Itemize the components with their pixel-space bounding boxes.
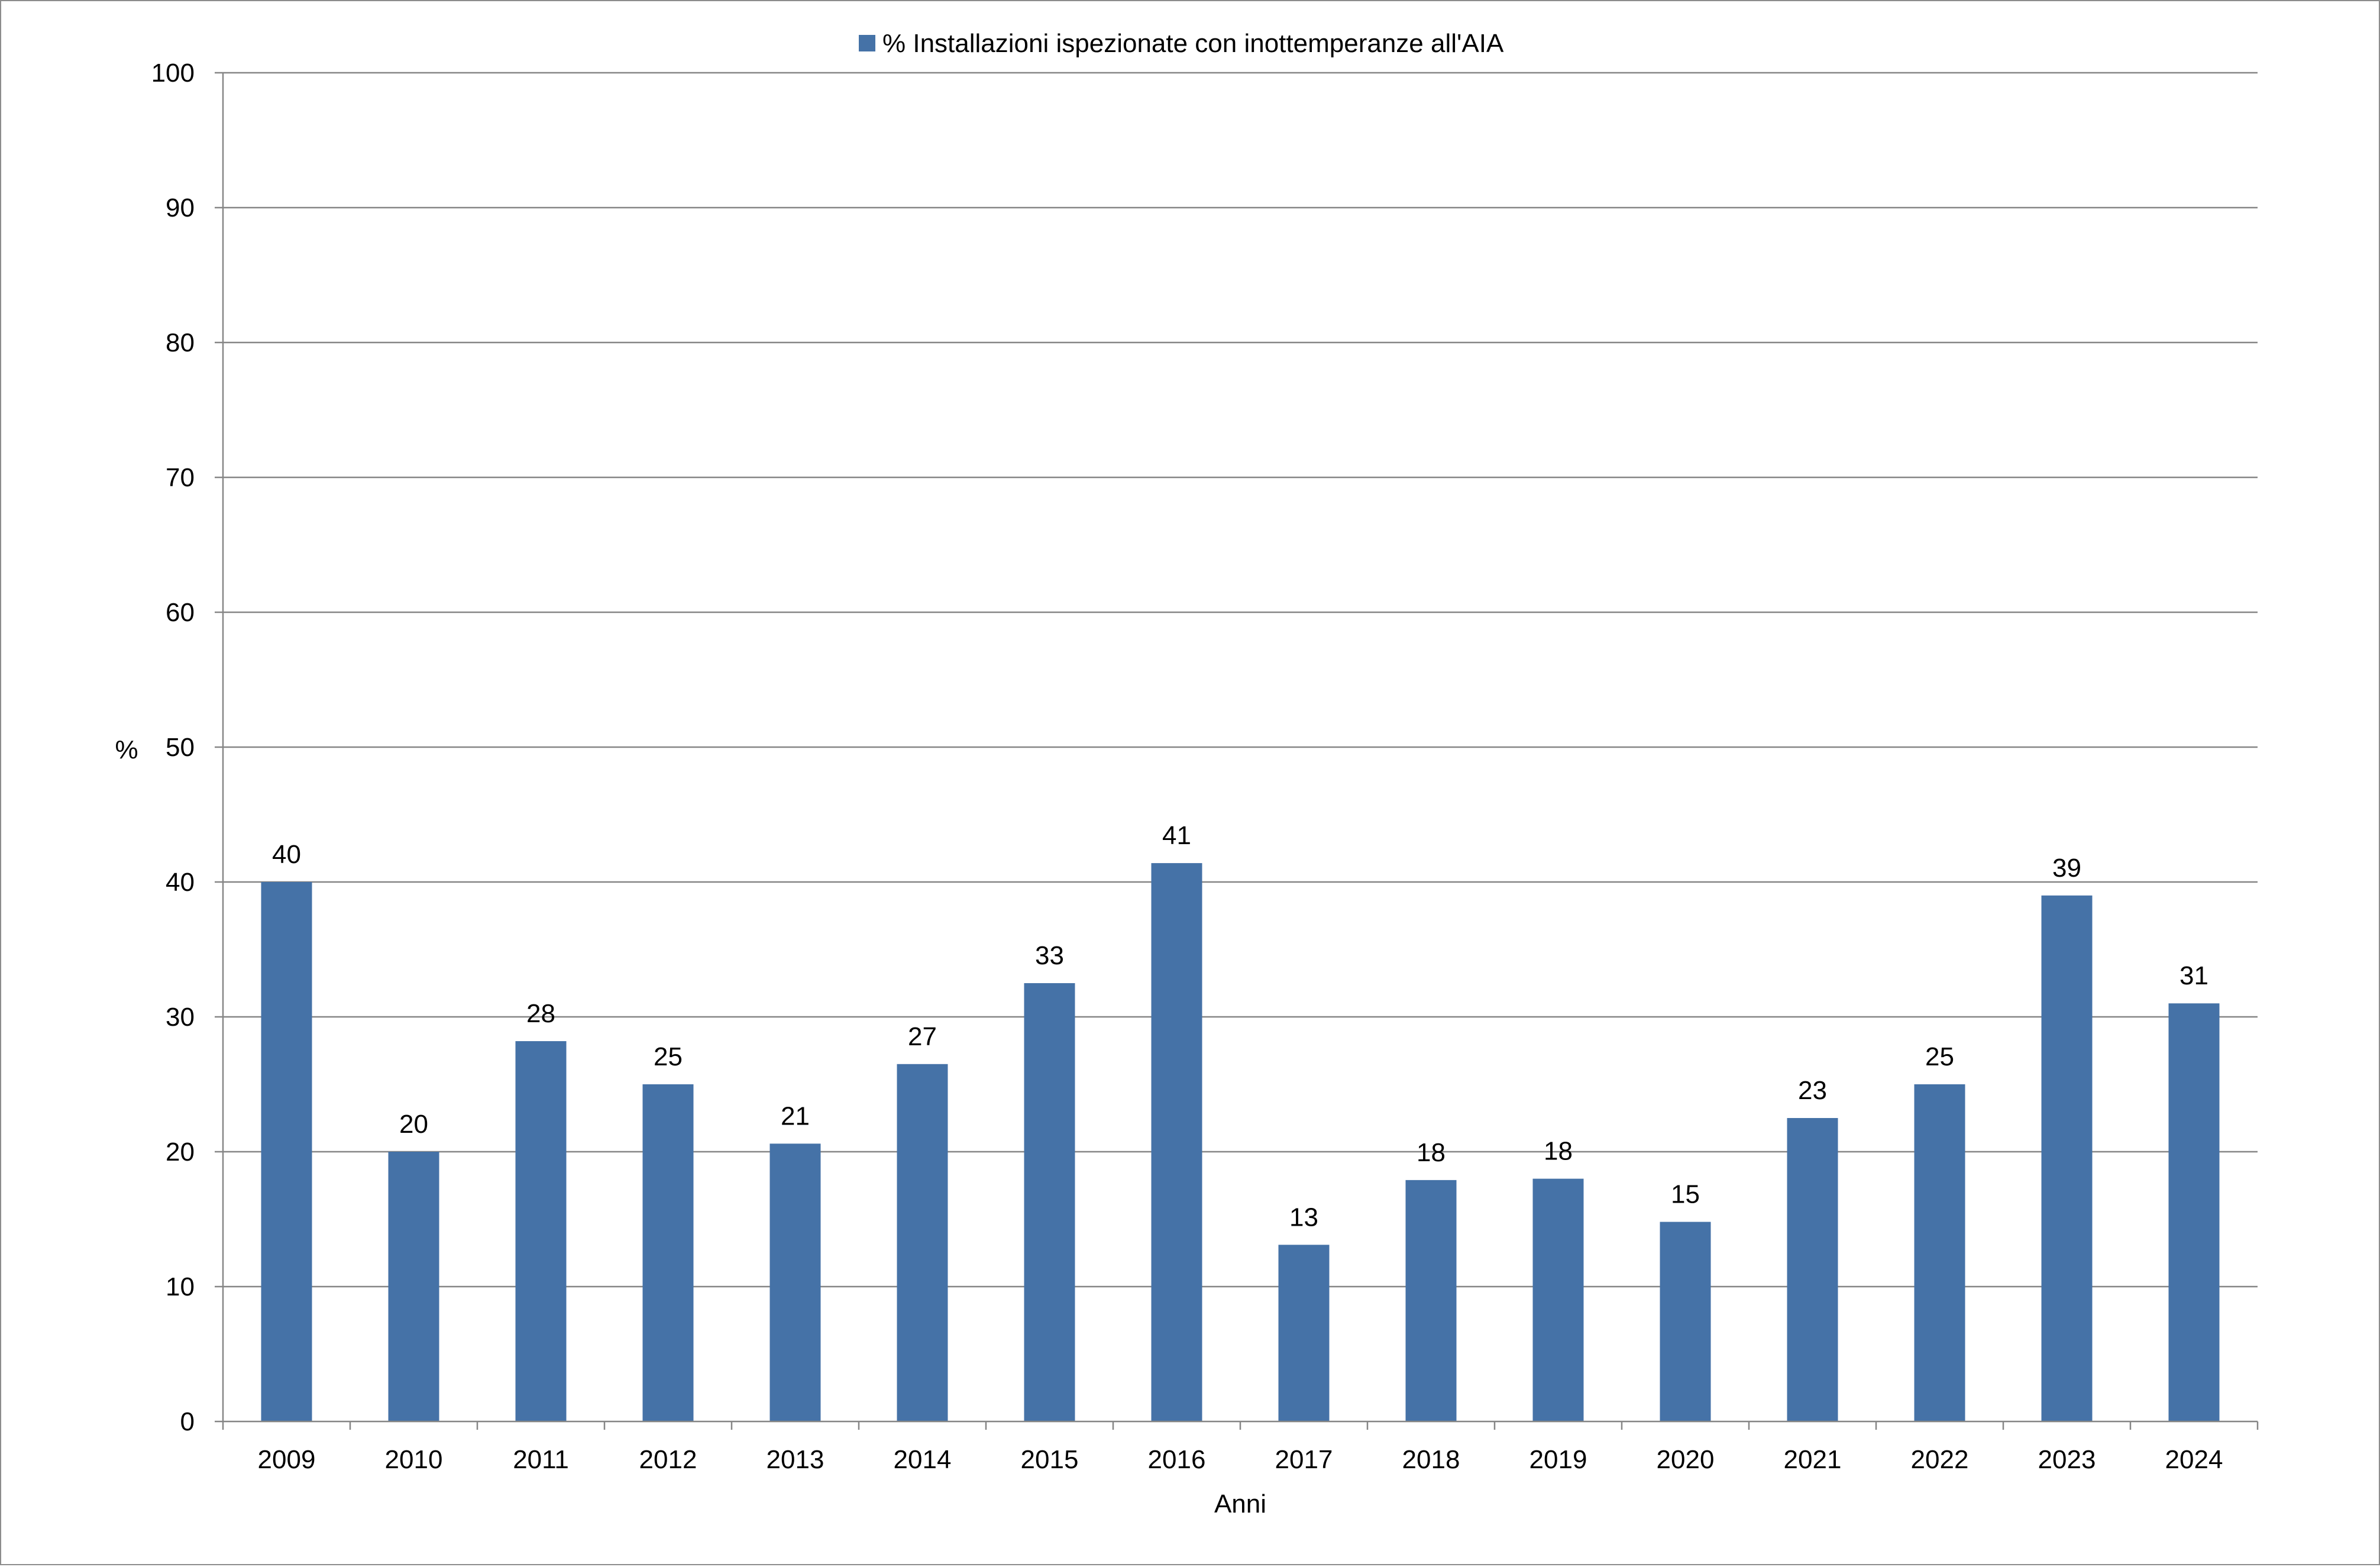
data-label-2013: 21 [781,1101,810,1130]
y-tick-label-100: 100 [151,59,195,88]
data-label-2015: 33 [1035,941,1064,970]
x-tick-label-2015: 2015 [1021,1445,1079,1474]
x-tick-label-2019: 2019 [1529,1445,1587,1474]
bar-2022 [1914,1084,1965,1421]
y-tick-label-30: 30 [166,1003,195,1032]
x-tick-label-2017: 2017 [1275,1445,1333,1474]
legend-label: % Installazioni ispezionate con inottemp… [882,29,1504,58]
bar-2018 [1405,1180,1457,1421]
bar-2009 [261,882,312,1421]
x-tick-label-2010: 2010 [385,1445,443,1474]
data-label-2018: 18 [1417,1138,1446,1167]
bar-2020 [1660,1222,1711,1421]
x-tick-labels: 2009 2010 2011 2012 2013 2014 2015 2016 2017 2018… [258,1445,2223,1474]
bar-2011 [515,1041,567,1421]
bar-2016 [1151,863,1202,1421]
x-tick-label-2012: 2012 [639,1445,697,1474]
y-tick-label-40: 40 [166,868,195,897]
bar-2017 [1278,1245,1330,1421]
bar-2014 [897,1064,948,1421]
data-label-2020: 15 [1671,1180,1700,1209]
y-tick-label-10: 10 [166,1272,195,1301]
data-label-2014: 27 [908,1022,937,1051]
x-tick-label-2011: 2011 [513,1445,569,1474]
x-tick-label-2021: 2021 [1784,1445,1842,1474]
y-tick-labels: 0 10 20 30 40 50 60 70 80 90 100 [151,59,195,1436]
bar-2021 [1787,1118,1838,1421]
x-axis-title: Anni [1214,1490,1266,1518]
x-tick-label-2020: 2020 [1657,1445,1715,1474]
legend: % Installazioni ispezionate con inottemp… [859,29,1504,58]
x-tick-label-2018: 2018 [1402,1445,1460,1474]
y-tick-label-60: 60 [166,598,195,627]
data-label-2010: 20 [399,1110,428,1139]
data-label-2021: 23 [1798,1076,1827,1105]
bars [261,863,2220,1421]
x-tick-label-2024: 2024 [2165,1445,2223,1474]
data-label-2022: 25 [1925,1042,1954,1071]
data-label-2023: 39 [2052,854,2081,883]
bar-2015 [1024,983,1075,1421]
data-label-2016: 41 [1162,821,1191,850]
legend-swatch [859,35,875,51]
y-tick-label-80: 80 [166,328,195,357]
y-tick-label-90: 90 [166,193,195,222]
bar-2012 [642,1084,694,1421]
y-tick-label-0: 0 [180,1407,195,1436]
y-axis-title: % [115,735,138,764]
y-tick-label-50: 50 [166,733,195,762]
data-label-2024: 31 [2179,961,2208,990]
bar-2024 [2168,1003,2220,1421]
x-tick-label-2023: 2023 [2038,1445,2096,1474]
data-label-2017: 13 [1289,1203,1318,1232]
bar-2019 [1532,1178,1584,1421]
data-label-2012: 25 [654,1042,683,1071]
y-tick-label-20: 20 [166,1138,195,1167]
x-tick-label-2022: 2022 [1911,1445,1969,1474]
data-labels: 40 20 28 25 21 27 33 41 13 18 18 15 23 25 39 31 [272,821,2208,1232]
x-tick-label-2009: 2009 [258,1445,316,1474]
x-tick-label-2013: 2013 [767,1445,824,1474]
bar-2013 [769,1143,821,1421]
data-label-2019: 18 [1544,1137,1573,1166]
y-tick-label-70: 70 [166,463,195,492]
x-tick-label-2014: 2014 [894,1445,952,1474]
axes [215,72,2259,1430]
data-label-2009: 40 [272,840,301,869]
bar-2010 [388,1152,439,1421]
bar-2023 [2041,895,2093,1421]
x-tick-label-2016: 2016 [1148,1445,1206,1474]
data-label-2011: 28 [526,999,555,1028]
